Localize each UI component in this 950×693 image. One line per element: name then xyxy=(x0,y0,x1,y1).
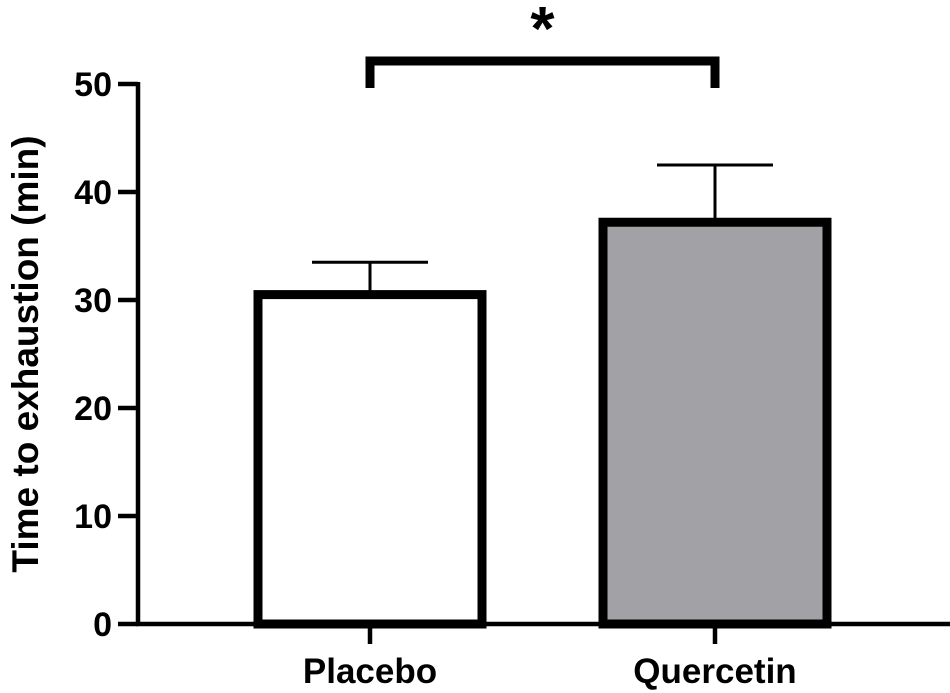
y-axis-label: Time to exhaustion (min) xyxy=(5,135,46,572)
y-tick-label: 50 xyxy=(74,66,112,104)
significance-bracket xyxy=(365,56,720,88)
bar-quercetin xyxy=(598,217,832,629)
significance-annotation: * xyxy=(365,0,720,88)
y-tick-label: 40 xyxy=(74,174,112,212)
y-tick-label: 30 xyxy=(74,282,112,320)
x-tick-label: Placebo xyxy=(303,652,437,691)
x-tick-label: Quercetin xyxy=(633,652,796,691)
significance-star: * xyxy=(530,0,555,64)
y-tick-label: 0 xyxy=(93,606,112,644)
x-axis: Placebo Quercetin xyxy=(136,621,950,691)
y-tick-label: 20 xyxy=(74,390,112,428)
y-tick-label: 10 xyxy=(74,498,112,536)
y-axis: 0 10 20 30 40 50 xyxy=(74,66,141,644)
bars xyxy=(253,163,832,629)
bar-placebo xyxy=(253,290,487,629)
